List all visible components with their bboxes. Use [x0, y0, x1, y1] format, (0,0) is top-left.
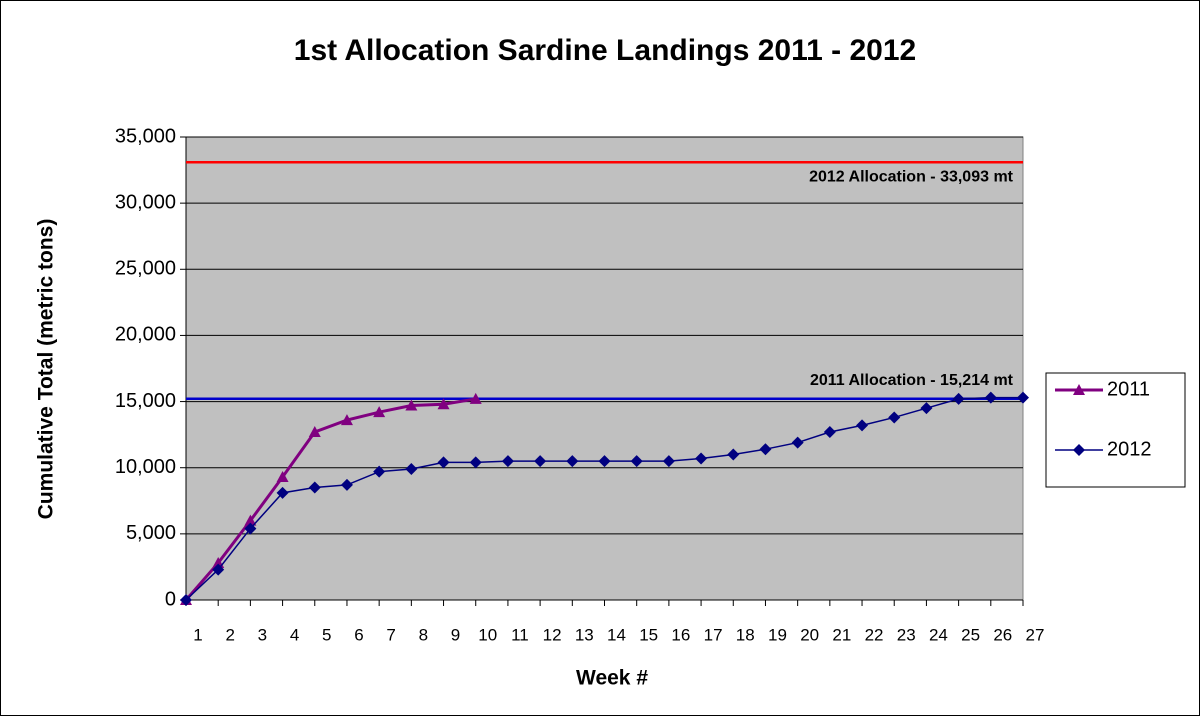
data-point: [373, 406, 386, 418]
legend-marker: [1073, 384, 1085, 395]
x-tick-label: 21: [832, 625, 851, 644]
data-point: [212, 563, 225, 576]
legend-label: 2011: [1107, 378, 1150, 400]
data-point: [180, 594, 192, 606]
x-tick-label: 26: [993, 625, 1012, 644]
data-point: [340, 478, 353, 491]
series-line: [184, 397, 476, 601]
data-point: [373, 465, 386, 478]
y-tick-label: 10,000: [115, 456, 176, 478]
x-tick-label: 8: [419, 625, 428, 644]
x-tick-label: 25: [961, 625, 980, 644]
data-point: [405, 463, 418, 476]
data-point: [823, 425, 836, 438]
data-point: [244, 522, 257, 535]
data-point: [630, 455, 643, 468]
x-tick-label: 3: [258, 625, 267, 644]
x-tick-label: 9: [451, 625, 460, 644]
x-tick-label: 11: [511, 625, 529, 644]
data-point: [566, 455, 579, 468]
x-tick-label: 27: [1026, 625, 1045, 644]
y-tick-label: 20,000: [115, 324, 176, 346]
x-tick-label: 1: [193, 625, 202, 644]
x-tick-label: 19: [768, 625, 787, 644]
y-tick-label: 35,000: [115, 125, 176, 147]
data-point: [405, 399, 418, 411]
y-tick-label: 15,000: [115, 390, 176, 412]
data-point: [308, 425, 321, 437]
x-tick-label: 13: [575, 625, 594, 644]
x-tick-label: 23: [897, 625, 916, 644]
x-tick-label: 24: [929, 625, 948, 644]
x-tick-label: 14: [607, 625, 626, 644]
x-axis-label: Week #: [576, 667, 648, 690]
x-tick-label: 15: [639, 625, 658, 644]
reference-label: 2012 Allocation - 33,093 mt: [809, 168, 1014, 185]
x-tick-label: 4: [290, 625, 299, 644]
x-tick-label: 6: [354, 625, 363, 644]
data-point: [340, 414, 353, 426]
data-point: [791, 436, 804, 449]
x-tick-label: 18: [736, 625, 755, 644]
data-point: [437, 398, 450, 410]
x-tick-label: 2: [225, 625, 234, 644]
y-tick-label: 25,000: [115, 258, 176, 280]
plot-area: [185, 136, 1024, 601]
x-tick-label: 17: [704, 625, 723, 644]
y-axis-label: Cumulative Total (metric tons): [35, 219, 58, 520]
y-tick-label: 0: [165, 588, 176, 610]
data-point: [759, 443, 772, 456]
data-point: [695, 452, 708, 465]
data-point: [469, 456, 482, 469]
data-point: [952, 392, 965, 405]
data-point: [276, 486, 289, 499]
x-tick-label: 5: [322, 625, 331, 644]
legend-marker: [1073, 444, 1085, 456]
data-point: [920, 402, 933, 415]
data-point: [469, 392, 482, 404]
y-tick-label: 30,000: [115, 191, 176, 213]
data-point: [856, 419, 869, 432]
data-point: [727, 448, 740, 461]
x-tick-label: 20: [800, 625, 819, 644]
x-tick-label: 16: [671, 625, 690, 644]
legend-label: 2012: [1107, 438, 1152, 460]
y-tick-label: 5,000: [126, 522, 176, 544]
chart-title: 1st Allocation Sardine Landings 2011 - 2…: [294, 34, 916, 67]
x-tick-label: 22: [865, 625, 884, 644]
data-point: [662, 455, 675, 468]
data-point: [244, 514, 257, 526]
data-point: [437, 456, 450, 469]
legend-box: [1045, 372, 1186, 488]
data-point: [984, 391, 997, 404]
data-point: [276, 470, 289, 482]
data-point: [598, 455, 611, 468]
data-point: [1017, 391, 1029, 404]
data-point: [501, 455, 514, 468]
x-tick-label: 7: [386, 625, 395, 644]
x-tick-label: 10: [478, 625, 497, 644]
data-point: [534, 455, 547, 468]
x-tick-label: 12: [543, 625, 562, 644]
data-point: [308, 481, 321, 494]
data-point: [888, 411, 901, 424]
reference-label: 2011 Allocation - 15,214 mt: [810, 372, 1014, 389]
